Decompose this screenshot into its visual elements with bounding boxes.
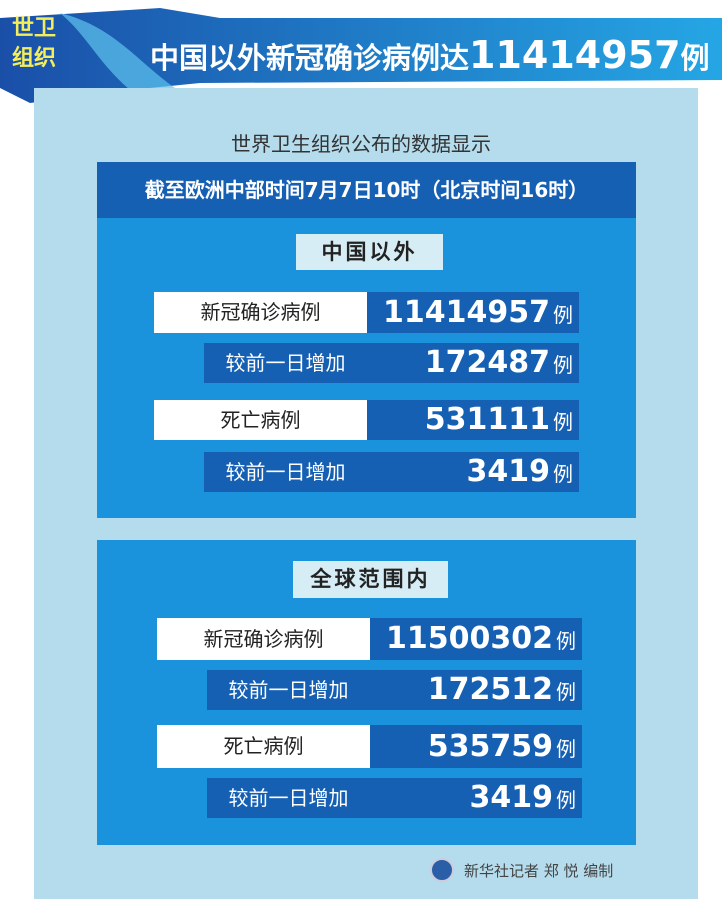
row-value: 531111 例 [367, 400, 579, 440]
row-label: 新冠确诊病例 [154, 292, 367, 333]
subtitle: 世界卫生组织公布的数据显示 [231, 132, 491, 156]
row-value: 11414957 例 [367, 292, 579, 333]
row-label: 死亡病例 [154, 400, 367, 440]
value-unit: 例 [556, 629, 576, 653]
row-label: 较前一日增加 [207, 778, 370, 818]
section-heading: 中国以外 [296, 234, 443, 270]
value-unit: 例 [553, 353, 573, 377]
value-number: 11414957 [383, 295, 550, 330]
row-value: 11500302 例 [370, 618, 582, 660]
value-unit: 例 [553, 410, 573, 434]
value-number: 172487 [424, 345, 550, 380]
value-number: 3419 [466, 454, 551, 489]
row-value: 3419 例 [370, 778, 582, 818]
value-unit: 例 [556, 788, 576, 812]
row-value: 535759 例 [370, 725, 582, 768]
row-label: 较前一日增加 [204, 343, 367, 383]
row-label: 新冠确诊病例 [157, 618, 370, 660]
who-badge: 世卫 组织 [11, 16, 56, 71]
row-value: 172487 例 [367, 343, 579, 383]
row-label: 较前一日增加 [204, 452, 367, 492]
section-heading: 全球范围内 [293, 561, 448, 598]
row-label: 较前一日增加 [207, 670, 370, 710]
value-unit: 例 [553, 303, 573, 327]
value-unit: 例 [553, 462, 573, 486]
value-number: 531111 [424, 402, 550, 437]
title-banner [0, 8, 722, 103]
value-unit: 例 [556, 737, 576, 761]
row-value: 3419 例 [367, 452, 579, 492]
value-number: 172512 [427, 672, 553, 707]
date-header: 截至欧洲中部时间7月7日10时（北京时间16时） [97, 162, 636, 218]
row-value: 172512 例 [370, 670, 582, 710]
value-number: 3419 [469, 780, 554, 815]
value-number: 11500302 [386, 621, 553, 656]
value-unit: 例 [556, 680, 576, 704]
value-number: 535759 [427, 729, 553, 764]
page-title: 中国以外新冠确诊病例达11414957例 [150, 33, 710, 77]
credit: 新华社记者 郑 悦 编制 [430, 858, 613, 882]
row-label: 死亡病例 [157, 725, 370, 768]
xinhua-logo-icon [430, 858, 454, 882]
